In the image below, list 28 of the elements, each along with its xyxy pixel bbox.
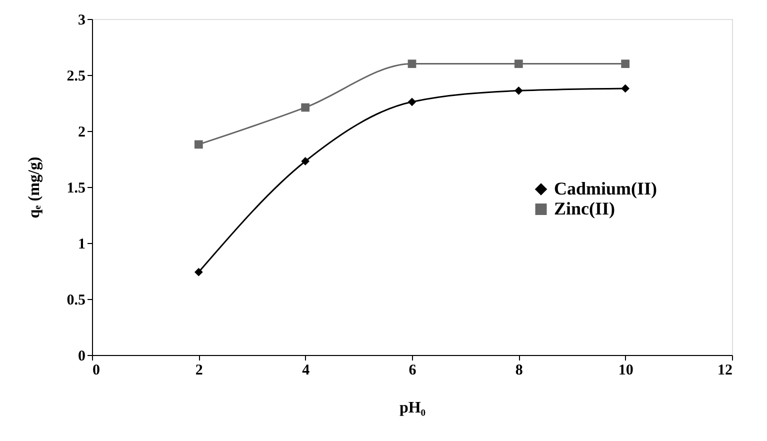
y-tick-label: 3 [78,12,86,28]
x-axis-title: pH₀ [399,400,426,416]
x-tick-label: 2 [195,362,203,378]
point [301,157,310,166]
point [621,60,630,68]
point [301,103,310,112]
point [514,60,523,68]
point [194,268,203,276]
y-tick-label: 0.5 [66,292,86,308]
x-tick-label: 4 [302,362,310,378]
legend-label: Cadmium(II) [554,178,658,198]
x-tick-label: 10 [618,362,634,378]
legend-label: Zinc(II) [554,198,616,218]
y-tick-label: 0 [78,348,86,364]
y-tick-label: 1.5 [66,180,86,196]
y-axis-title: qₑ (mg/g) [26,156,43,218]
point [194,140,203,149]
x-tick-label: 12 [718,362,732,378]
point [621,84,630,93]
y-tick-label: 2.5 [66,68,86,84]
point [514,86,523,95]
x-tick-label: 0 [92,362,100,378]
y-tick-label: 1 [78,236,86,252]
point [408,98,416,106]
y-tick-label: 2 [78,124,86,140]
point [408,60,416,68]
x-tick-label: 8 [515,362,523,378]
x-tick-label: 6 [408,362,417,378]
